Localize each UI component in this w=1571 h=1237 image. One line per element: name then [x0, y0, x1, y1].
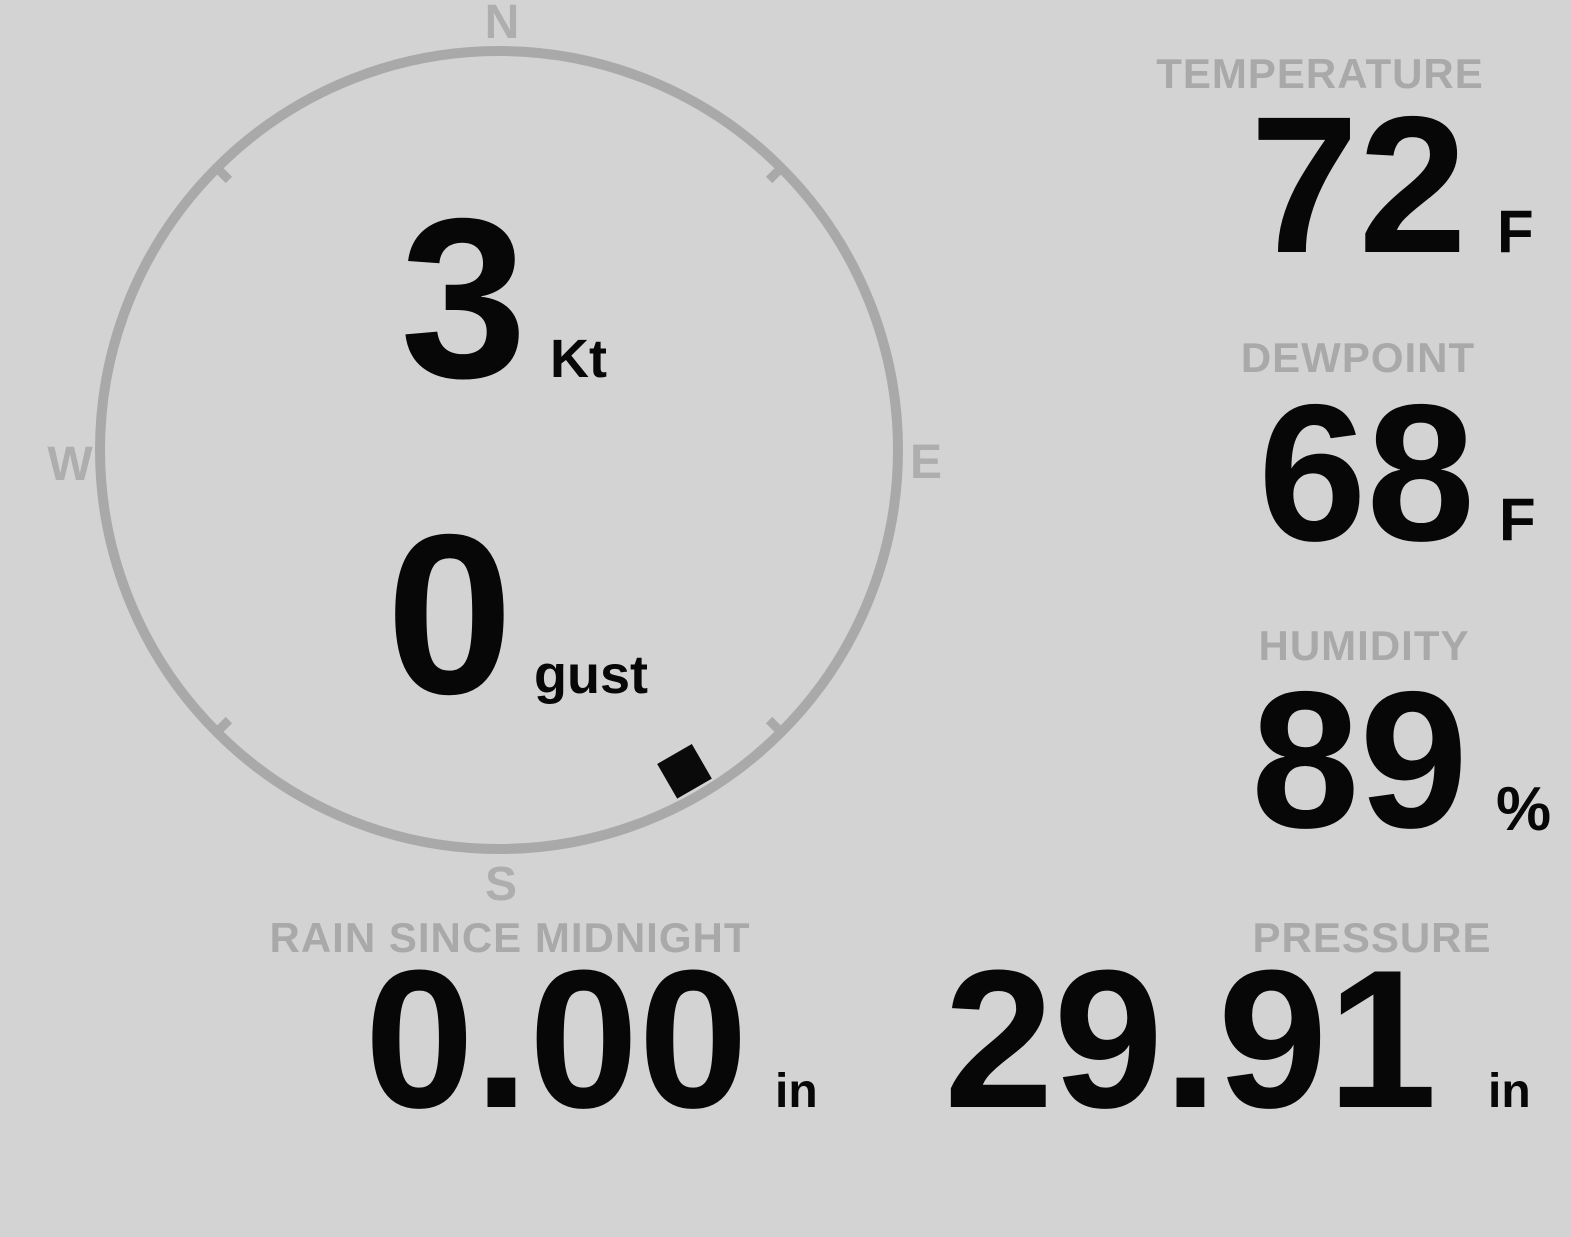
wind-compass: N E S W 3 Kt 0 gust — [47, 0, 942, 911]
compass-ring — [95, 46, 903, 854]
humidity-label: HUMIDITY — [1259, 622, 1470, 669]
dewpoint-unit: F — [1499, 486, 1536, 553]
compass-ticks — [213, 164, 785, 736]
wind-speed-value: 3 — [400, 172, 527, 426]
wind-direction-marker — [657, 743, 712, 799]
compass-tick-135 — [765, 716, 785, 736]
dewpoint-value: 68 — [1258, 364, 1475, 582]
temperature-reading: TEMPERATURE 72 F — [1156, 50, 1533, 294]
compass-label-north: N — [485, 0, 520, 49]
humidity-unit: % — [1496, 775, 1551, 844]
compass-label-south: S — [485, 858, 517, 911]
rain-label: RAIN SINCE MIDNIGHT — [270, 914, 751, 961]
dewpoint-label: DEWPOINT — [1241, 334, 1475, 381]
rain-reading: RAIN SINCE MIDNIGHT 0.00 in — [270, 914, 818, 1149]
wind-gust-unit: gust — [534, 645, 648, 705]
compass-tick-225 — [213, 716, 233, 736]
humidity-reading: HUMIDITY 89 % — [1251, 622, 1551, 869]
pressure-label: PRESSURE — [1252, 914, 1491, 961]
humidity-value: 89 — [1251, 651, 1468, 869]
compass-label-east: E — [910, 436, 942, 489]
rain-value: 0.00 — [365, 929, 748, 1149]
wind-speed-unit: Kt — [550, 329, 607, 389]
wind-gust-value: 0 — [386, 488, 513, 742]
dewpoint-reading: DEWPOINT 68 F — [1241, 334, 1536, 582]
temperature-unit: F — [1497, 198, 1534, 265]
compass-tick-45 — [765, 164, 785, 184]
pressure-unit: in — [1488, 1065, 1531, 1118]
pressure-value: 29.91 — [944, 929, 1437, 1149]
rain-unit: in — [775, 1065, 818, 1118]
temperature-value: 72 — [1250, 76, 1467, 294]
compass-tick-315 — [213, 164, 233, 184]
compass-label-west: W — [47, 438, 93, 491]
temperature-label: TEMPERATURE — [1156, 50, 1484, 97]
pressure-reading: PRESSURE 29.91 in — [944, 914, 1531, 1149]
